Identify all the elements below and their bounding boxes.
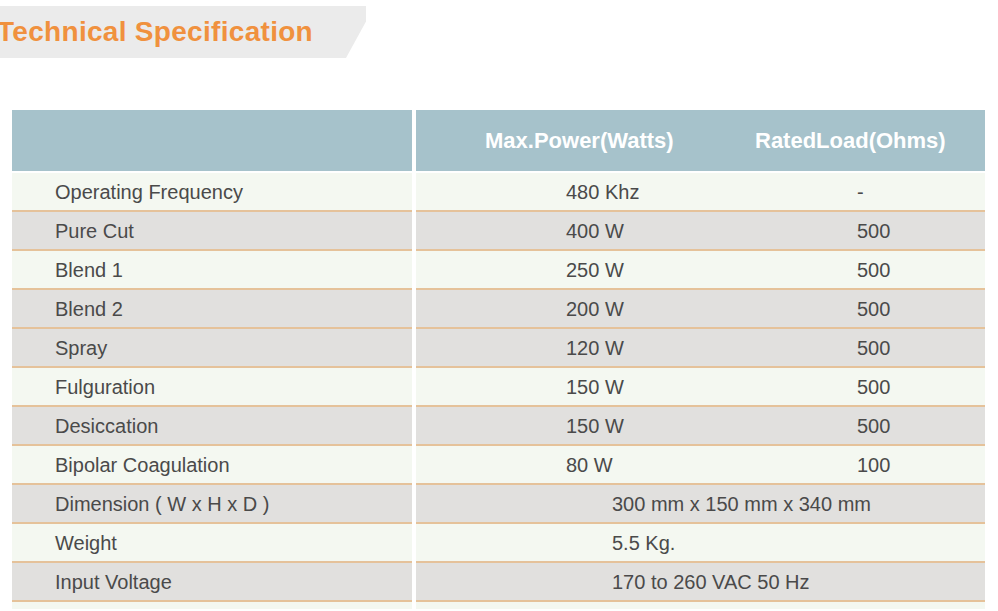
spanning-value: 5.5 Kg. <box>612 531 675 554</box>
row-label: Desiccation <box>55 414 158 437</box>
spanning-value: 170 to 260 VAC 50 Hz <box>612 570 810 593</box>
row-label: Pure Cut <box>55 219 134 242</box>
rated-load-value: 500 <box>857 375 890 398</box>
table-row: Pure Cut 400 W 500 <box>12 210 985 249</box>
row-label: Operating Frequency <box>55 180 243 203</box>
rated-load-value: 100 <box>857 453 890 476</box>
table-row: Operating Frequency 480 Khz - <box>12 171 985 210</box>
table-row: Bipolar Coagulation 80 W 100 <box>12 444 985 483</box>
table-row: Spray 120 W 500 <box>12 327 985 366</box>
col-header-max-power: Max.Power(Watts) <box>485 128 674 154</box>
table-row: Desiccation 150 W 500 <box>12 405 985 444</box>
spanning-value: 300 mm x 150 mm x 340 mm <box>612 492 871 515</box>
col-header-rated-load: RatedLoad(Ohms) <box>755 128 946 154</box>
max-power-value: 120 W <box>566 336 624 359</box>
row-label: Fulguration <box>55 375 155 398</box>
max-power-value: 200 W <box>566 297 624 320</box>
row-label: Spray <box>55 336 107 359</box>
rated-load-value: 500 <box>857 219 890 242</box>
row-label: Dimension ( W x H x D ) <box>55 492 269 515</box>
row-label: Blend 2 <box>55 297 123 320</box>
title-banner: Technical Specification <box>0 6 366 58</box>
row-label: Bipolar Coagulation <box>55 453 230 476</box>
table-row: Input Voltage 170 to 260 VAC 50 Hz <box>12 561 985 600</box>
rated-load-value: - <box>857 180 864 203</box>
table-row: Blend 1 250 W 500 <box>12 249 985 288</box>
row-label: Weight <box>55 531 117 554</box>
max-power-value: 80 W <box>566 453 613 476</box>
rated-load-value: 500 <box>857 297 890 320</box>
column-divider <box>412 110 416 609</box>
rated-load-value: 500 <box>857 258 890 281</box>
max-power-value: 480 Khz <box>566 180 639 203</box>
table-row: Blend 2 200 W 500 <box>12 288 985 327</box>
page-title: Technical Specification <box>0 6 366 58</box>
row-label: Input Voltage <box>55 570 172 593</box>
rated-load-value: 500 <box>857 336 890 359</box>
max-power-value: 150 W <box>566 375 624 398</box>
max-power-value: 250 W <box>566 258 624 281</box>
table-row: Dimension ( W x H x D ) 300 mm x 150 mm … <box>12 483 985 522</box>
table-row: Fulguration 150 W 500 <box>12 366 985 405</box>
page: Technical Specification Max.Power(Watts)… <box>0 0 998 611</box>
row-label: Blend 1 <box>55 258 123 281</box>
spec-table: Max.Power(Watts) RatedLoad(Ohms) Operati… <box>12 110 985 609</box>
max-power-value: 400 W <box>566 219 624 242</box>
max-power-value: 150 W <box>566 414 624 437</box>
table-row: Weight 5.5 Kg. <box>12 522 985 561</box>
table-header-row: Max.Power(Watts) RatedLoad(Ohms) <box>12 110 985 171</box>
rated-load-value: 500 <box>857 414 890 437</box>
partial-next-row <box>12 600 985 609</box>
